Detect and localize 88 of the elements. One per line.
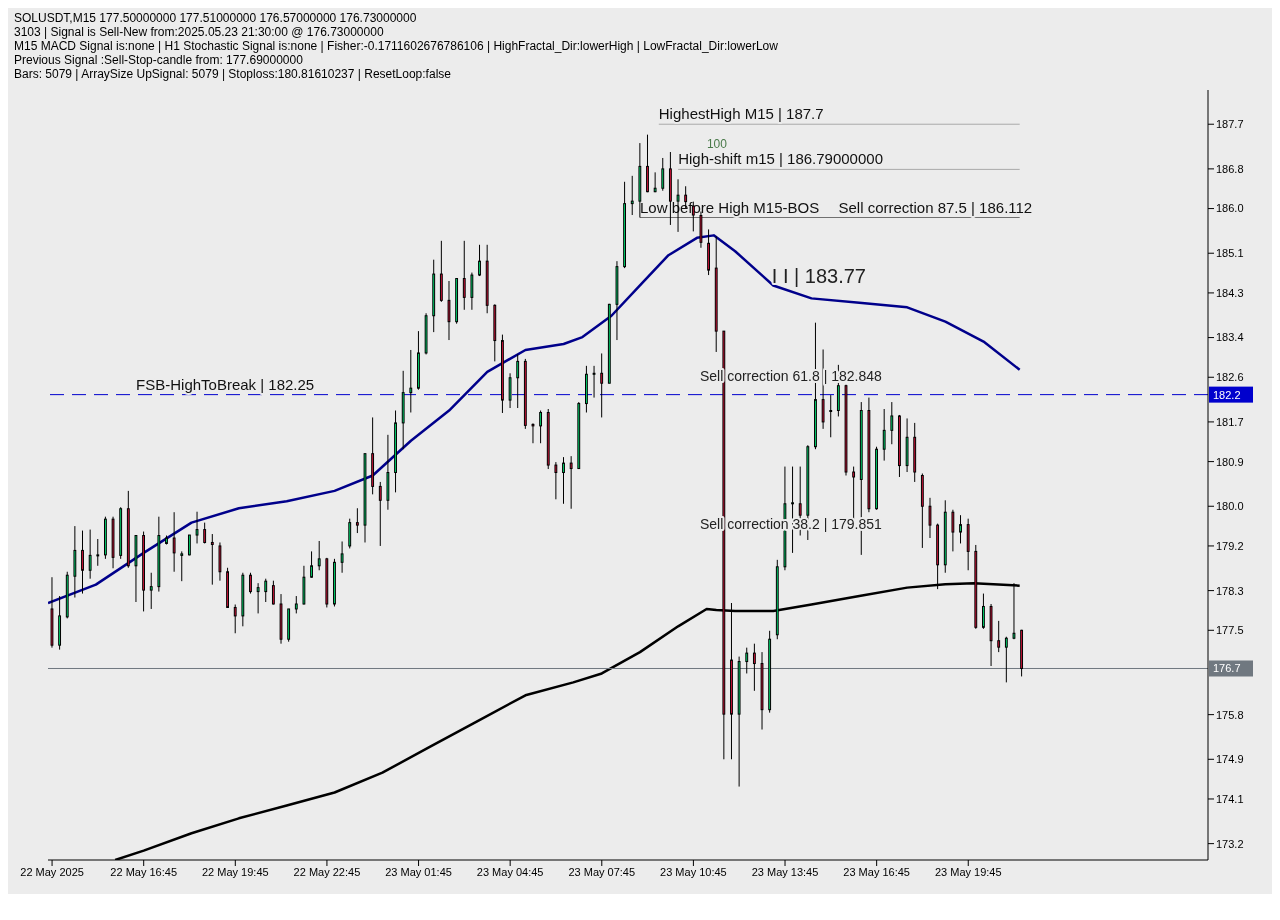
y-tick-label: 181.7 [1216, 415, 1244, 428]
candlestick [210, 533, 214, 586]
annotation: 100 [706, 136, 728, 151]
candlestick [81, 530, 84, 595]
x-tick-label: 23 May 07:45 [568, 865, 636, 878]
candlestick [340, 540, 344, 574]
x-tick-label: 22 May 2025 [20, 865, 84, 878]
candlestick [890, 401, 894, 445]
candlestick [233, 603, 237, 634]
chart-title: SOLUSDT,M15 177.50000000 177.51000000 176.57000000 176.73000000 [14, 11, 418, 25]
candlestick [378, 481, 382, 547]
candlestick [531, 422, 535, 444]
y-tick-label: 178.3 [1216, 584, 1244, 597]
candlestick [752, 643, 756, 692]
x-tick-label: 23 May 10:45 [660, 865, 727, 878]
x-tick-label: 23 May 04:45 [476, 865, 544, 878]
candlestick [562, 456, 565, 505]
candlestick [447, 280, 451, 341]
x-tick-label: 23 May 19:45 [934, 865, 1002, 878]
candlestick [516, 353, 520, 409]
candlestick [951, 509, 955, 552]
annotation: High-shift m15 | 186.79000000 [678, 150, 884, 168]
y-tick-label: 184.3 [1216, 286, 1244, 299]
y-tick-label: 174.9 [1216, 753, 1244, 766]
candlestick [959, 514, 962, 544]
candlestick [317, 540, 321, 571]
y-tick-label: 186.8 [1216, 162, 1244, 175]
candlestick [661, 157, 665, 192]
candlestick [409, 349, 413, 413]
candlestick [554, 461, 558, 500]
candlestick [539, 410, 543, 444]
y-tick-label: 186.0 [1216, 202, 1244, 215]
candlestick [149, 572, 153, 610]
candlestick [592, 365, 596, 399]
candlestick [791, 466, 794, 554]
candlestick [355, 507, 359, 534]
candlestick [508, 372, 512, 409]
candlestick [470, 272, 474, 311]
y-tick-label: 179.2 [1216, 539, 1244, 552]
line-series [48, 234, 1021, 605]
candlestick [264, 578, 268, 603]
x-tick-label: 22 May 19:45 [201, 865, 269, 878]
candlestick [928, 497, 932, 539]
candlestick [829, 394, 833, 438]
y-tick-label: 173.2 [1216, 837, 1244, 850]
x-tick-label: 22 May 16:45 [110, 865, 178, 878]
candlestick [348, 518, 352, 549]
candlestick [982, 593, 985, 630]
candlestick [180, 550, 184, 582]
annotation: I I | 183.77 [771, 264, 866, 287]
candlestick [310, 550, 313, 579]
candlestick [600, 352, 604, 418]
candlestick [478, 244, 481, 277]
candlestick [172, 511, 176, 573]
candlestick [195, 511, 199, 544]
x-tick-label: 23 May 01:45 [385, 865, 452, 878]
x-tick-label: 22 May 22:45 [293, 865, 361, 878]
candlestick [96, 538, 100, 567]
y-tick-label: 187.7 [1216, 118, 1244, 131]
y-tick-label: 175.8 [1216, 708, 1244, 721]
ref-line-label: 182.2 [1213, 388, 1241, 401]
chart-subtitle: 3103 | Signal is Sell-New from:2025.05.23 21:30:00 @ 176.73000000 M15 MACD Signal is:none | H1 Stochastic Signal is:none | Fisher:-0.1711602676786106 | HighFractal_Dir:lowerHigh | LowFractal_Dir:lowerLow Previous Signal :Sell-Stop-candle from: 177.69000000 Bars: 5079 | ArraySize UpSignal: 5079 | Stoploss:180.81610237 | ResetLoop:false [14, 25, 779, 81]
candlestick [249, 572, 252, 595]
candlestick [271, 580, 275, 605]
x-tick-label: 23 May 13:45 [751, 865, 819, 878]
ref-line-label: 176.7 [1213, 662, 1241, 675]
candlestick [462, 240, 466, 311]
candlestick [630, 175, 634, 216]
candlestick [187, 534, 191, 556]
candlestick [1004, 636, 1008, 683]
y-tick-label: 177.5 [1216, 624, 1244, 637]
candlestick [882, 408, 886, 462]
annotation: FSB-HighToBreak | 182.25 [136, 375, 315, 393]
y-tick-label: 174.1 [1216, 792, 1244, 805]
candlestick [88, 529, 92, 580]
candlestick [745, 647, 749, 674]
y-tick-label: 185.1 [1216, 247, 1244, 260]
y-tick-label: 180.0 [1216, 500, 1244, 513]
y-tick-label: 180.9 [1216, 455, 1244, 468]
y-tick-label: 183.4 [1216, 331, 1244, 344]
candlestick [821, 348, 825, 430]
annotation: Sell correction 87.5 | 186.112 [838, 198, 1033, 216]
candlestick [256, 582, 260, 614]
candlestick [569, 455, 573, 510]
y-tick-label: 182.6 [1216, 371, 1244, 384]
annotation: HighestHigh M15 | 187.7 [658, 105, 824, 123]
candlestick [997, 620, 1001, 653]
x-tick-label: 23 May 16:45 [843, 865, 910, 878]
